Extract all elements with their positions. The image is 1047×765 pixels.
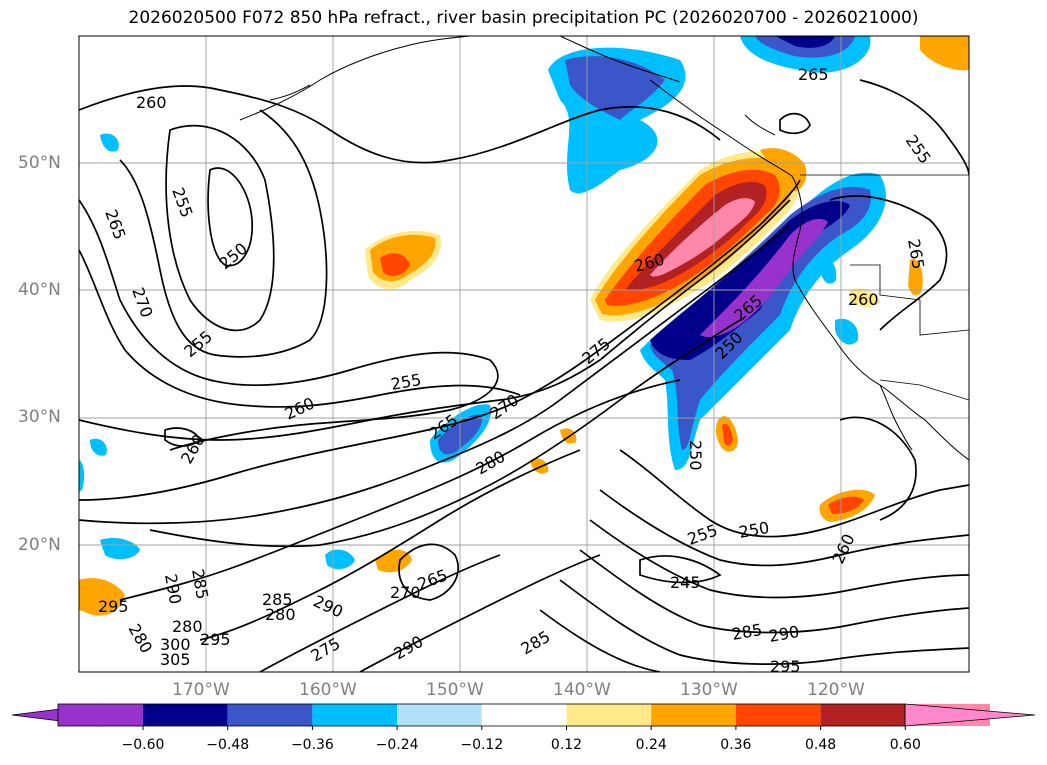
map-gridlines [79, 36, 969, 672]
lon-label: 140°W [553, 680, 611, 700]
contour-label: 260 [282, 393, 318, 423]
colorbar-tick-label: −0.48 [206, 737, 250, 753]
negative-anomaly-region [565, 56, 665, 120]
colorbar-swatch [735, 704, 821, 726]
contour-label: 290 [767, 622, 800, 646]
colorbar-swatch [481, 704, 567, 726]
lon-label: 120°W [807, 680, 865, 700]
positive-anomaly-region [828, 496, 864, 514]
contour-label: 285 [262, 590, 293, 609]
positive-anomaly-region [375, 549, 412, 573]
negative-anomaly-region [100, 538, 140, 560]
colorbar-tick-label: −0.12 [460, 737, 504, 753]
negative-anomaly-region [775, 36, 835, 48]
positive-anomaly-region [650, 198, 755, 277]
lat-label: 50°N [18, 153, 61, 173]
contour-label: 260 [136, 93, 167, 112]
colorbar-swatch [143, 704, 228, 726]
map-title: 2026020500 F072 850 hPa refract., river … [128, 8, 919, 28]
contour-label: 265 [904, 237, 928, 270]
contour-label: 270 [390, 583, 421, 602]
colorbar-swatch [58, 704, 143, 726]
contour-label: 295 [98, 597, 129, 616]
contour-labels: 260 265 255 250 270 255 255 260 260 265 … [98, 65, 935, 676]
contour-label: 285 [518, 627, 554, 659]
colorbar-swatch [397, 704, 482, 726]
map-plot-area: 260 265 255 250 270 255 255 260 260 265 … [79, 36, 969, 676]
contour-label: 280 [172, 617, 203, 636]
colorbar-tick-label: 0.48 [805, 737, 837, 753]
positive-anomaly-region [850, 288, 880, 308]
colorbar-tick-label: 0.36 [720, 737, 752, 753]
colorbar [11, 703, 1036, 730]
colorbar-tick-label: 0.12 [550, 737, 583, 753]
contour-label: 265 [798, 65, 829, 84]
contour-label: 255 [168, 185, 196, 220]
precipitation-pc-fill [79, 36, 969, 616]
contour-label: 290 [310, 591, 346, 621]
contour-label: 295 [200, 630, 231, 649]
contour-label: 260 [177, 431, 209, 467]
contour-label: 260 [848, 290, 879, 309]
negative-anomaly-region [650, 186, 871, 450]
colorbar-swatch [227, 704, 313, 726]
contour-label: 255 [180, 327, 216, 361]
colorbar-tick-label: 0.24 [635, 737, 667, 753]
colorbar-tick-label: −0.60 [121, 737, 165, 753]
contour-label: 250 [686, 440, 705, 471]
contour-label: 255 [685, 520, 720, 548]
contour-label: 280 [473, 447, 509, 479]
colorbar-swatch [651, 704, 736, 726]
lon-label: 160°W [299, 680, 357, 700]
colorbar-tick-label: 0.60 [889, 737, 921, 753]
contour-label: 300 [160, 635, 191, 654]
contour-label: 285 [730, 620, 763, 644]
colorbar-tick-label: −0.36 [290, 737, 334, 753]
negative-anomaly-region [700, 218, 828, 337]
negative-anomaly-region [100, 133, 119, 152]
colorbar-swatch [312, 704, 398, 726]
colorbar-swatch [820, 704, 906, 726]
negative-anomaly-region [835, 318, 859, 345]
coastlines [239, 36, 969, 461]
positive-anomaly-region [722, 423, 733, 446]
contour-label: 255 [389, 370, 422, 394]
contour-label: 250 [737, 518, 770, 542]
lat-label: 40°N [18, 280, 61, 300]
contour-label: 265 [101, 207, 129, 242]
contour-label: 280 [265, 605, 296, 624]
contour-label: 275 [308, 634, 344, 666]
refractivity-contours [79, 79, 969, 672]
contour-label: 250 [215, 239, 251, 273]
lon-label: 130°W [680, 680, 738, 700]
positive-anomaly-region [380, 253, 410, 276]
positive-anomaly-region [79, 578, 125, 616]
contour-label: 260 [828, 531, 858, 567]
lon-label: 150°W [426, 680, 484, 700]
contour-label: 255 [902, 131, 935, 167]
negative-anomaly-region [820, 258, 837, 284]
lat-label: 20°N [18, 535, 61, 555]
contour-label: 290 [161, 572, 185, 605]
lat-label: 30°N [18, 407, 61, 427]
contour-label: 295 [770, 657, 801, 676]
contour-label: 280 [125, 621, 157, 657]
positive-anomaly-region [908, 259, 923, 296]
contour-label: 245 [670, 573, 701, 592]
contour-label: 290 [391, 632, 427, 664]
colorbar-swatch [566, 704, 652, 726]
negative-anomaly-region [325, 549, 355, 570]
contour-label: 305 [160, 650, 191, 669]
contour-label: 285 [188, 567, 212, 600]
country-borders [800, 174, 969, 401]
lon-label: 170°W [172, 680, 230, 700]
negative-anomaly-region [79, 460, 85, 492]
positive-anomaly-region [920, 36, 969, 71]
negative-anomaly-region [90, 438, 107, 456]
colorbar-tick-label: −0.24 [375, 737, 419, 753]
